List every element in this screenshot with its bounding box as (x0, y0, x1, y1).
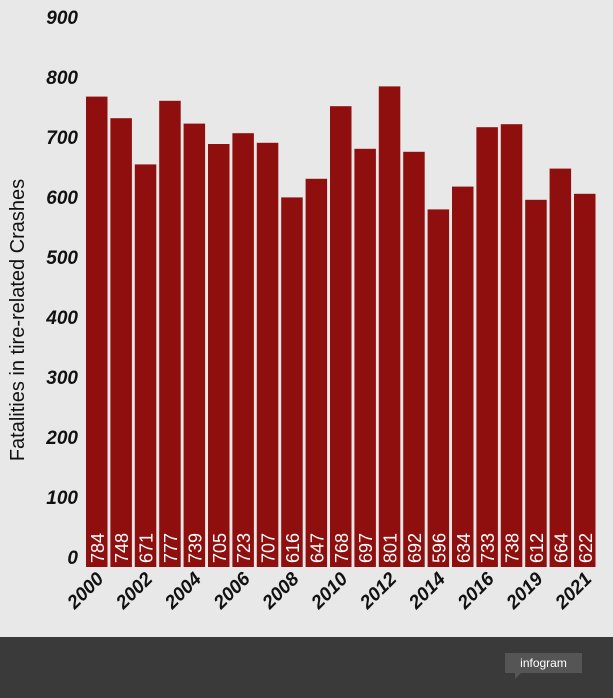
y-tick-label: 100 (46, 488, 78, 509)
bar[interactable] (330, 106, 352, 567)
bar-value-label: 705 (210, 533, 230, 563)
bar-value-label: 733 (478, 533, 498, 563)
y-tick-label: 0 (67, 548, 78, 569)
bar[interactable] (525, 199, 547, 568)
y-tick-label: 400 (45, 308, 78, 329)
bar-value-label: 671 (137, 533, 157, 563)
bar[interactable] (305, 178, 328, 568)
bar-value-label: 777 (161, 533, 181, 563)
bar-value-label: 707 (259, 533, 279, 563)
bar[interactable] (232, 133, 254, 567)
bar-value-label: 634 (454, 533, 474, 563)
bar[interactable] (549, 168, 572, 567)
bar-value-label: 768 (332, 533, 352, 563)
x-tick-label: 2006 (209, 568, 255, 614)
y-tick-label: 500 (46, 248, 78, 269)
bar-value-label: 647 (307, 533, 327, 563)
infogram-badge[interactable]: infogram (505, 653, 582, 679)
y-tick-label: 600 (46, 188, 78, 209)
x-tick-label: 2019 (502, 568, 548, 614)
bar[interactable] (134, 164, 157, 567)
bar-value-label: 616 (283, 533, 303, 563)
bar-value-label: 738 (503, 533, 523, 563)
x-tick-label: 2014 (404, 568, 450, 614)
bar-chart: 0 100 200 300 400 500 600 700 800 900 Fatalities i… (7, 8, 596, 614)
bar-value-label: 801 (381, 533, 401, 563)
x-tick-label: 2000 (63, 568, 109, 614)
y-tick-label: 300 (46, 368, 78, 389)
bar[interactable] (86, 96, 108, 567)
x-tick-label: 2004 (160, 568, 206, 614)
bar[interactable] (500, 124, 523, 567)
bar-value-label: 692 (405, 533, 425, 563)
bar-value-label: 723 (234, 533, 254, 563)
bar[interactable] (281, 197, 303, 567)
bar-value-label: 622 (576, 533, 596, 563)
bar[interactable] (354, 148, 376, 568)
y-axis-title: Fatalities in tire-related Crashes (7, 179, 29, 461)
x-tick-label: 2016 (453, 568, 499, 614)
footer: infogram (0, 637, 613, 698)
bar-value-label: 664 (551, 533, 571, 563)
bar[interactable] (159, 100, 181, 568)
x-tick-label: 2021 (551, 569, 596, 614)
y-tick-label: 200 (45, 428, 78, 449)
bar[interactable] (476, 127, 498, 567)
bar[interactable] (256, 142, 279, 568)
bar[interactable] (452, 186, 474, 567)
bar[interactable] (208, 144, 230, 567)
x-tick-label: 2008 (258, 568, 304, 614)
x-tick-label: 2010 (307, 568, 353, 614)
bar[interactable] (378, 86, 401, 568)
x-tick-label: 2002 (112, 568, 158, 614)
y-tick-label: 900 (46, 8, 78, 29)
y-tick-label: 800 (46, 68, 78, 89)
bar-value-label: 612 (527, 533, 547, 563)
bar-value-label: 748 (112, 533, 132, 563)
bar-value-label: 697 (356, 533, 376, 563)
bar-value-label: 784 (88, 533, 108, 563)
bar-value-label: 739 (185, 533, 205, 563)
bar[interactable] (110, 118, 132, 567)
bar[interactable] (183, 123, 206, 567)
x-tick-label: 2012 (356, 568, 402, 614)
bar[interactable] (427, 209, 450, 567)
bar[interactable] (403, 151, 425, 568)
bar-value-label: 596 (429, 533, 449, 563)
bar[interactable] (574, 193, 596, 568)
y-tick-label: 700 (46, 128, 78, 149)
